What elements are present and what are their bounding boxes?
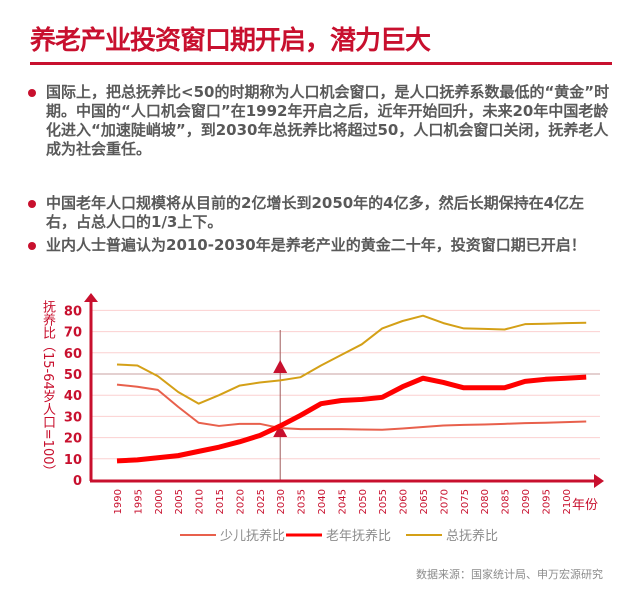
x-tick-label: 2005 [174, 489, 185, 514]
x-tick-label: 2050 [358, 489, 369, 514]
x-tick-label: 2100 [562, 489, 573, 514]
x-tick-label: 2045 [337, 489, 348, 514]
bullet-item: 业内人士普遍认为2010-2030年是养老产业的黄金二十年，投资窗口期已开启！ [28, 236, 612, 255]
y-axis-label: 抚养比（15-64岁人口=100） [40, 300, 55, 478]
x-tick-label: 2065 [419, 489, 430, 514]
x-tick-label: 2070 [439, 489, 450, 514]
up-arrow-icon [273, 424, 288, 437]
bullet-text: 中国老年人口规模将从目前的2亿增长到2050年的4亿多，然后长期保持在4亿左右，… [46, 194, 585, 231]
y-tick-label: 20 [64, 432, 82, 447]
x-tick-label: 2040 [317, 489, 328, 514]
series-line-0 [116, 383, 587, 431]
x-tick-label: 1990 [113, 489, 124, 514]
x-tick-label: 2075 [460, 489, 471, 514]
x-tick-label: 2060 [399, 489, 410, 514]
series-line-1 [116, 374, 587, 464]
page-title: 养老产业投资窗口期开启，潜力巨大 [30, 26, 431, 56]
x-tick-label: 2090 [521, 489, 532, 514]
bullet-dot-icon [28, 200, 36, 208]
bullet-dot-icon [28, 89, 36, 97]
x-tick-label: 2055 [378, 489, 389, 514]
up-arrow-icon [273, 360, 288, 373]
x-tick-label: 2020 [235, 489, 246, 514]
bullet-dot-icon [28, 242, 36, 250]
source-note: 数据来源：国家统计局、申万宏源研究 [416, 568, 603, 581]
x-tick-label: 2095 [541, 489, 552, 514]
y-tick-label: 40 [64, 389, 82, 404]
legend-label: 少儿抚养比 [220, 528, 285, 544]
bullet-text: 国际上，把总抚养比<50的时期称为人口机会窗口，是人口抚养系数最低的“黄金”时期… [46, 83, 610, 158]
bullet-item: 国际上，把总抚养比<50的时期称为人口机会窗口，是人口抚养系数最低的“黄金”时期… [28, 83, 612, 159]
x-tick-label: 2015 [215, 489, 226, 514]
x-tick-label: 2010 [195, 489, 206, 514]
bullet-text: 业内人士普遍认为2010-2030年是养老产业的黄金二十年，投资窗口期已开启！ [46, 236, 586, 254]
x-tick-label: 2025 [256, 489, 267, 514]
bullet-item: 中国老年人口规模将从目前的2亿增长到2050年的4亿多，然后长期保持在4亿左右，… [28, 194, 612, 232]
y-tick-label: 30 [64, 410, 82, 425]
x-tick-label: 2085 [501, 489, 512, 514]
x-tick-label: 2030 [276, 489, 287, 514]
y-tick-label: 80 [64, 304, 82, 319]
y-tick-label: 50 [64, 368, 82, 383]
y-tick-label: 0 [73, 474, 82, 489]
legend-label: 老年抚养比 [326, 528, 391, 544]
y-axis-arrow-icon [84, 293, 98, 302]
x-axis-label: 年份 [572, 498, 598, 513]
x-axis-arrow-icon [594, 474, 604, 488]
y-tick-label: 60 [64, 347, 82, 362]
series-line-2 [116, 314, 587, 405]
y-tick-label: 70 [64, 326, 82, 341]
x-tick-label: 2000 [154, 489, 165, 514]
title-underline [30, 62, 612, 65]
x-tick-label: 2035 [297, 489, 308, 514]
x-tick-label: 2080 [480, 489, 491, 514]
y-tick-label: 10 [64, 453, 82, 468]
legend-label: 总抚养比 [446, 528, 498, 544]
x-tick-label: 1995 [133, 489, 144, 514]
